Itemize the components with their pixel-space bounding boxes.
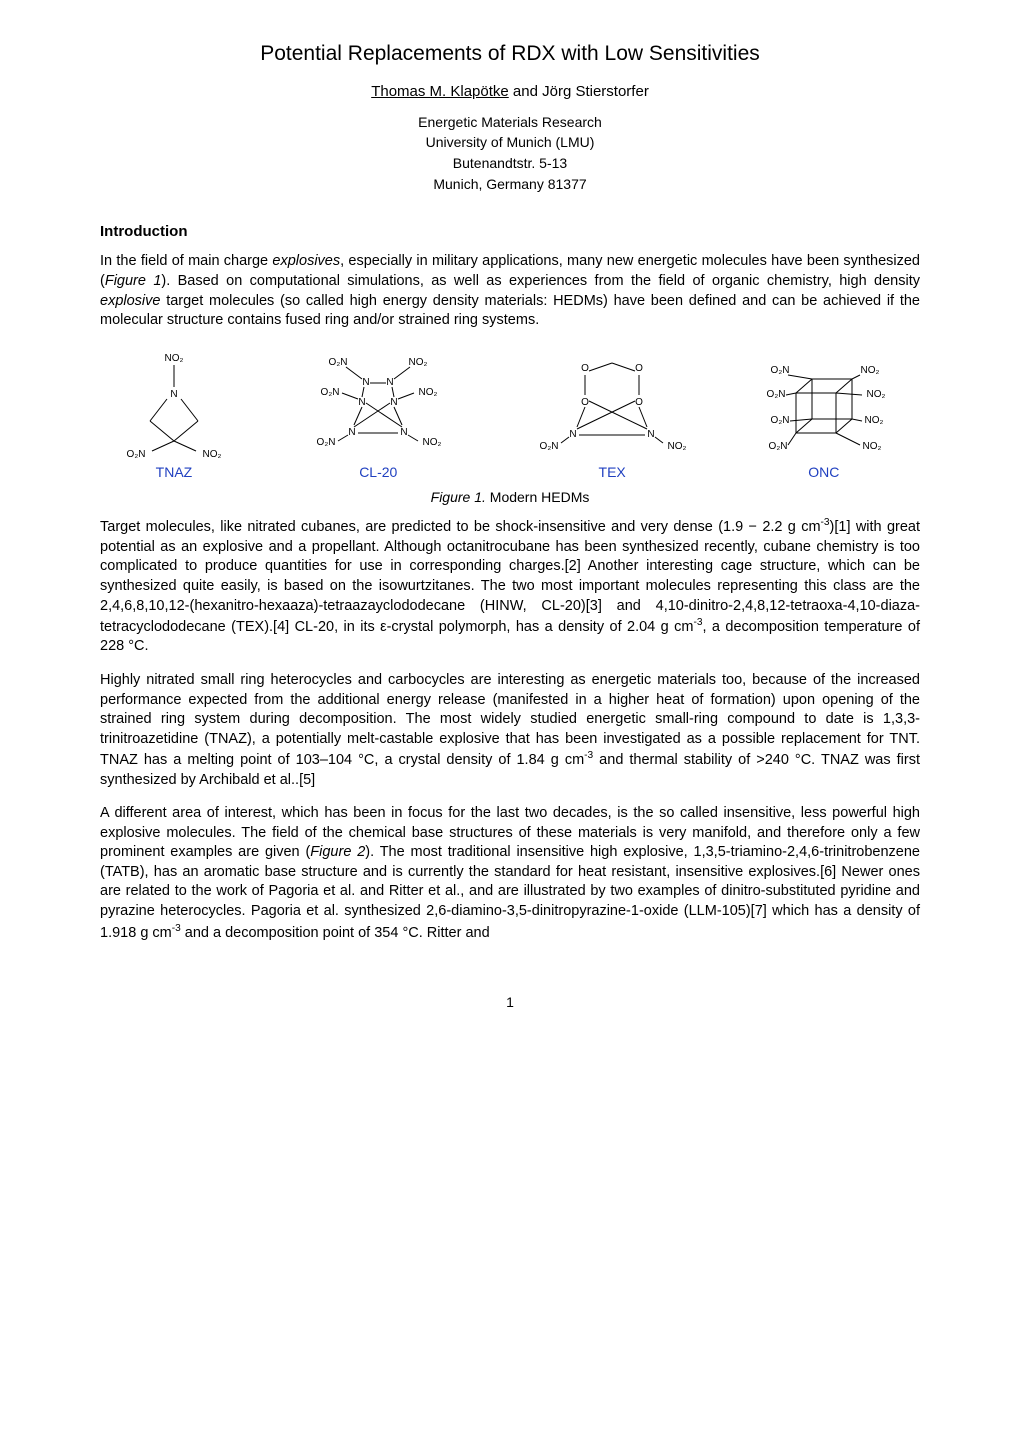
svg-text:O₂N: O₂N bbox=[329, 357, 348, 368]
svg-text:N: N bbox=[401, 427, 408, 438]
affiliation-line-1: University of Munich (LMU) bbox=[100, 133, 920, 152]
svg-text:NO₂: NO₂ bbox=[419, 387, 438, 398]
svg-text:NO₂: NO₂ bbox=[866, 389, 885, 400]
tex-label: TEX bbox=[599, 463, 626, 482]
svg-text:N: N bbox=[359, 397, 366, 408]
p1-text-a: In the field of main charge bbox=[100, 253, 272, 269]
svg-text:O₂N: O₂N bbox=[317, 437, 336, 448]
svg-text:NO₂: NO₂ bbox=[203, 449, 222, 459]
author-line: Thomas M. Klapötke and Jörg Stierstorfer bbox=[100, 82, 920, 102]
svg-text:NO₂: NO₂ bbox=[864, 415, 883, 426]
figure-1-row: NO₂ N O₂N NO₂ TNAZ O₂N NO₂ N bbox=[100, 349, 920, 482]
author-secondary: and Jörg Stierstorfer bbox=[509, 83, 649, 100]
svg-text:O₂N: O₂N bbox=[321, 387, 340, 398]
affiliation-line-0: Energetic Materials Research bbox=[100, 113, 920, 132]
onc-label: ONC bbox=[808, 463, 839, 482]
tex-structure-icon: O O O O N N O₂N NO₂ bbox=[517, 349, 707, 459]
paper-title: Potential Replacements of RDX with Low S… bbox=[100, 40, 920, 68]
paragraph-2: Target molecules, like nitrated cubanes,… bbox=[100, 516, 920, 657]
p2-text-b: )[1] with great potential as an explosiv… bbox=[100, 519, 920, 635]
svg-text:NO₂: NO₂ bbox=[668, 441, 687, 452]
svg-text:N: N bbox=[363, 377, 370, 388]
svg-text:O₂N: O₂N bbox=[127, 449, 146, 459]
molecule-onc: O₂N NO₂ O₂N NO₂ O₂N NO₂ O₂N NO₂ ONC bbox=[728, 349, 920, 482]
p2-text-a: Target molecules, like nitrated cubanes,… bbox=[100, 519, 821, 535]
p4-sup: -3 bbox=[172, 923, 181, 934]
p4-text-d: and a decomposition point of 354 °C. Rit… bbox=[181, 924, 490, 940]
tnaz-label: TNAZ bbox=[156, 463, 193, 482]
figure-1: NO₂ N O₂N NO₂ TNAZ O₂N NO₂ N bbox=[100, 349, 920, 507]
svg-text:O₂N: O₂N bbox=[766, 389, 785, 400]
svg-text:O₂N: O₂N bbox=[770, 365, 789, 376]
p2-sup-1: -3 bbox=[821, 517, 830, 528]
figure-1-caption-prefix: Figure 1. bbox=[431, 489, 486, 505]
svg-text:O₂N: O₂N bbox=[770, 415, 789, 426]
cl20-structure-icon: O₂N NO₂ N N O₂N NO₂ N N N N bbox=[268, 349, 488, 459]
svg-text:NO₂: NO₂ bbox=[862, 441, 881, 452]
svg-text:O₂N: O₂N bbox=[768, 441, 787, 452]
p3-sup: -3 bbox=[584, 750, 593, 761]
paragraph-4: A different area of interest, which has … bbox=[100, 804, 920, 943]
author-primary: Thomas M. Klapötke bbox=[371, 83, 509, 100]
paragraph-3: Highly nitrated small ring heterocycles … bbox=[100, 671, 920, 790]
svg-text:N: N bbox=[648, 429, 655, 440]
molecule-tnaz: NO₂ N O₂N NO₂ TNAZ bbox=[100, 349, 248, 482]
paragraph-1: In the field of main charge explosives, … bbox=[100, 252, 920, 330]
onc-structure-icon: O₂N NO₂ O₂N NO₂ O₂N NO₂ O₂N NO₂ bbox=[734, 349, 914, 459]
affiliation-line-3: Munich, Germany 81377 bbox=[100, 175, 920, 194]
svg-text:O: O bbox=[635, 397, 643, 408]
affiliation-line-2: Butenandtstr. 5-13 bbox=[100, 154, 920, 173]
figure-1-caption: Figure 1. Modern HEDMs bbox=[100, 488, 920, 507]
section-heading-introduction: Introduction bbox=[100, 222, 920, 242]
p1-text-g: target molecules (so called high energy … bbox=[100, 293, 920, 329]
figure-1-caption-text: Modern HEDMs bbox=[486, 489, 589, 505]
p1-figref-1: Figure 1 bbox=[105, 273, 162, 289]
cl20-label: CL-20 bbox=[359, 463, 397, 482]
p1-italic-explosives: explosives bbox=[272, 253, 340, 269]
page-number: 1 bbox=[100, 993, 920, 1012]
svg-text:O₂N: O₂N bbox=[540, 441, 559, 452]
svg-text:NO₂: NO₂ bbox=[860, 365, 879, 376]
tnaz-structure-icon: NO₂ N O₂N NO₂ bbox=[114, 349, 234, 459]
svg-text:O: O bbox=[581, 363, 589, 374]
svg-text:O: O bbox=[581, 397, 589, 408]
p4-figref-2: Figure 2 bbox=[310, 844, 365, 860]
svg-text:N: N bbox=[570, 429, 577, 440]
svg-text:N: N bbox=[170, 389, 177, 400]
svg-text:O: O bbox=[635, 363, 643, 374]
molecule-cl20: O₂N NO₂ N N O₂N NO₂ N N N N bbox=[260, 349, 497, 482]
svg-text:N: N bbox=[349, 427, 356, 438]
svg-text:NO₂: NO₂ bbox=[409, 357, 428, 368]
svg-text:NO₂: NO₂ bbox=[165, 353, 184, 364]
p1-text-e: ). Based on computational simulations, a… bbox=[161, 273, 920, 289]
p1-italic-explosive: explosive bbox=[100, 293, 160, 309]
svg-text:N: N bbox=[391, 397, 398, 408]
molecule-tex: O O O O N N O₂N NO₂ TEX bbox=[509, 349, 716, 482]
svg-text:N: N bbox=[387, 377, 394, 388]
svg-text:NO₂: NO₂ bbox=[423, 437, 442, 448]
